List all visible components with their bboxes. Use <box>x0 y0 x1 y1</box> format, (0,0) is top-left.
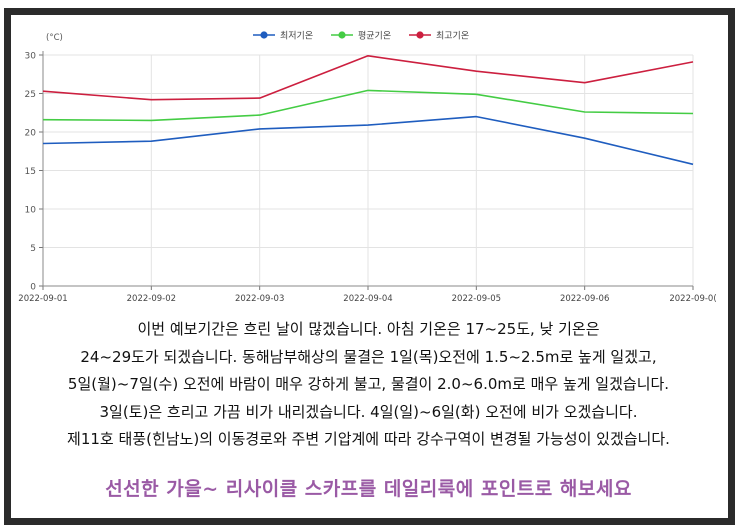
description-line-1: 이번 예보기간은 흐린 날이 많겠습니다. 아침 기온은 17~25도, 낮 기… <box>137 320 600 338</box>
promo-banner: 선선한 가을~ 리사이클 스카프를 데일리룩에 포인트로 해보세요 <box>105 478 632 500</box>
image-frame <box>4 8 735 525</box>
legend-marker-2 <box>338 31 346 39</box>
series-line-1 <box>42 115 694 166</box>
y-tick-label: 5 <box>30 244 36 254</box>
x-tick-label: 2022-09-05 <box>452 294 501 304</box>
y-tick-label: 10 <box>25 206 37 216</box>
legend-label-1: 최저기온 <box>280 31 313 42</box>
axes: 0 5 10 15 20 25 30 2022-09-01 2022-09-02 2022-09-… <box>18 33 716 304</box>
x-tick-label: 2022-09-03 <box>235 294 284 304</box>
y-tick-label: 15 <box>25 167 36 177</box>
legend-marker-1 <box>260 31 268 39</box>
description-line-3: 5일(월)~7일(수) 오전에 바람이 매우 강하게 불고, 물결이 2.0~6… <box>67 375 670 393</box>
x-tick-label: 2022-09-04 <box>343 294 392 304</box>
y-unit-label: (°C) <box>46 33 63 43</box>
chart-svg: 0 5 10 15 20 25 30 2022-09-01 2022-09-02 2022-09-… <box>18 31 716 305</box>
legend-label-3: 최고기온 <box>436 31 469 42</box>
y-tick-label: 20 <box>25 129 37 139</box>
legend-marker-3 <box>416 31 424 39</box>
temperature-chart: 0 5 10 15 20 25 30 2022-09-01 2022-09-02 2022-09-… <box>18 31 716 305</box>
series-line-2 <box>42 89 694 122</box>
series-line-3 <box>42 54 694 101</box>
legend-label-2: 평균기온 <box>358 31 391 42</box>
x-tick-label: 2022-09-06 <box>560 294 609 304</box>
description-line-4: 3일(토)은 흐리고 가끔 비가 내리겠습니다. 4일(일)~6일(화) 오전에… <box>99 402 638 421</box>
x-tick-label: 2022-09-01 <box>18 294 67 304</box>
x-tick-label: 2022-09-02 <box>127 294 176 304</box>
description-line-5: 제11호 태풍(힌남노)의 이동경로와 주변 기압계에 따라 강수구역이 변경될… <box>67 430 670 448</box>
series-lines <box>42 54 694 166</box>
y-tick-label: 25 <box>25 90 36 100</box>
y-tick-label: 0 <box>30 283 36 293</box>
forecast-description: 이번 예보기간은 흐린 날이 많겠습니다. 아침 기온은 17~25도, 낮 기… <box>11 316 726 454</box>
description-line-2: 24~29도가 되겠습니다. 동해남부해상의 물결은 1일(목)오전에 1.5~… <box>80 347 657 366</box>
y-tick-label: 30 <box>25 52 37 62</box>
legend: 최저기온 평균기온 최고기온 <box>253 31 469 42</box>
x-tick-label: 2022-09-0( <box>669 294 716 304</box>
